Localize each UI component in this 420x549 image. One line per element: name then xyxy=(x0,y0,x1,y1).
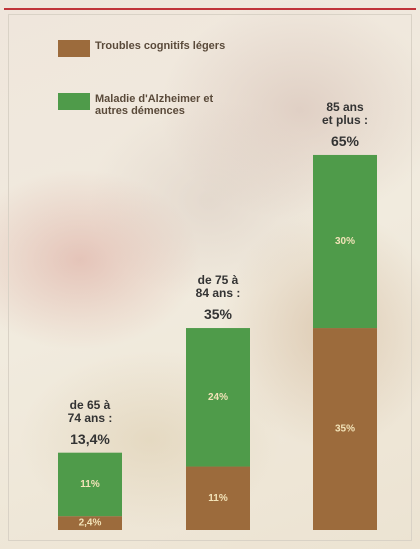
bar-segment xyxy=(186,466,250,530)
value-label: 30% xyxy=(335,236,355,247)
value-label: 35% xyxy=(335,424,355,435)
value-label: 24% xyxy=(208,392,228,403)
category-label: de 75 à 84 ans : xyxy=(195,273,241,301)
bar-segment xyxy=(313,328,377,530)
legend-label: Maladie d'Alzheimer et autres démences xyxy=(95,93,214,117)
value-label: 11% xyxy=(208,493,228,504)
top-rule xyxy=(4,8,416,10)
total-label: 35% xyxy=(203,306,233,323)
bar-segment xyxy=(58,516,122,530)
category-label: 85 ans et plus : xyxy=(321,99,368,127)
value-label: 11% xyxy=(80,479,100,490)
category-label: de 65 à 74 ans : xyxy=(67,397,113,425)
value-label: 2,4% xyxy=(79,518,102,529)
legend-swatch xyxy=(58,40,90,57)
legend-swatch xyxy=(58,93,90,110)
total-label: 13,4% xyxy=(70,430,110,447)
border xyxy=(8,14,412,541)
bar-segment xyxy=(313,154,377,329)
legend-label: Troubles cognitifs légers xyxy=(95,40,226,52)
bar-segment xyxy=(58,452,122,517)
total-label: 65% xyxy=(330,132,360,149)
bar-segment xyxy=(186,328,250,467)
